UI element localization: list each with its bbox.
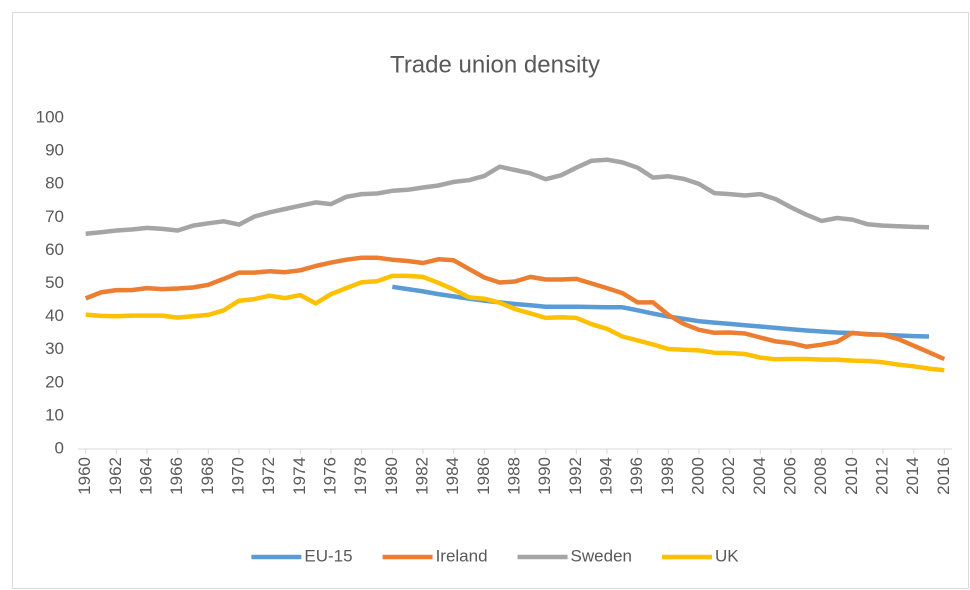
y-tick-label: 10 [45,405,64,424]
x-tick-label: 1968 [198,457,217,495]
y-tick-label: 100 [36,107,64,126]
x-tick-label: 1984 [443,457,462,495]
x-tick-label: 1972 [259,457,278,495]
x-tick-label: 2016 [934,457,953,495]
x-tick-label: 1992 [566,457,585,495]
y-tick-label: 50 [45,273,64,292]
series-line [85,273,945,373]
x-tick-label: 2010 [842,457,861,495]
y-tick-label: 0 [55,438,64,457]
x-tick-label: 1966 [167,457,186,495]
x-tick-label: 2014 [903,457,922,495]
chart-title: Trade union density [390,51,600,78]
y-tick-label: 60 [45,240,64,259]
x-tick-label: 1970 [228,457,247,495]
legend-label: UK [715,546,739,565]
y-tick-label: 30 [45,339,64,358]
x-tick-label: 2000 [688,457,707,495]
y-tick-label: 80 [45,174,64,193]
x-tick-label: 1974 [290,457,309,495]
x-tick-label: 2008 [811,457,830,495]
series-line [84,255,946,362]
x-tick-label: 1998 [658,457,677,495]
legend-label: Ireland [436,546,488,565]
x-tick-label: 2012 [872,457,891,495]
x-tick-label: 1986 [474,457,493,495]
x-tick-label: 2004 [750,457,769,495]
legend-label: Sweden [571,546,632,565]
x-tick-label: 1982 [412,457,431,495]
x-tick-label: 1980 [382,457,401,495]
x-tick-label: 1988 [504,457,523,495]
x-tick-label: 1990 [535,457,554,495]
y-tick-label: 90 [45,141,64,160]
x-tick-label: 1962 [106,457,125,495]
x-tick-label: 1996 [627,457,646,495]
x-tick-label: 1978 [351,457,370,495]
y-tick-label: 70 [45,207,64,226]
y-tick-label: 20 [45,372,64,391]
x-tick-label: 2002 [719,457,738,495]
x-tick-label: 1994 [596,457,615,495]
y-tick-label: 40 [45,306,64,325]
series-line [85,157,930,237]
x-tick-label: 2006 [780,457,799,495]
x-tick-label: 1960 [75,457,94,495]
x-tick-label: 1976 [320,457,339,495]
x-tick-label: 1964 [136,457,155,495]
legend-label: EU-15 [304,546,352,565]
